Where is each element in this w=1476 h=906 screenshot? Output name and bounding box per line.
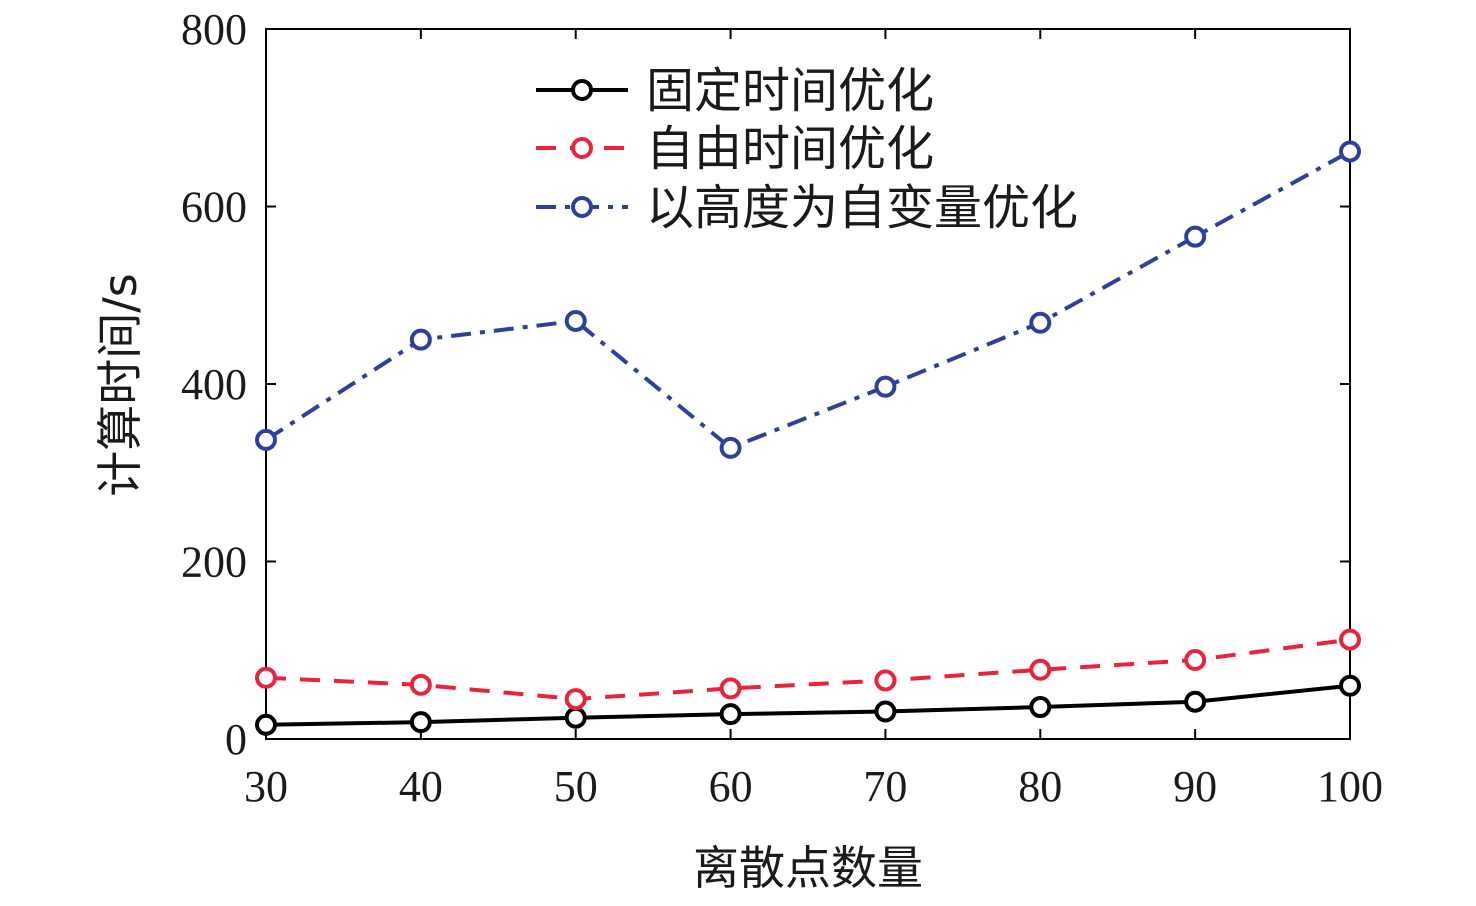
data-point: [719, 703, 742, 726]
series-layer: [255, 140, 1361, 736]
y-tick-label: 200: [181, 538, 247, 587]
y-tick-label: 0: [225, 715, 247, 764]
x-tick-label: 80: [1018, 762, 1062, 811]
x-tick-label: 70: [863, 762, 907, 811]
x-tick-label: 30: [244, 762, 288, 811]
data-point: [255, 713, 277, 736]
y-axis-label: 计算时间/s: [93, 273, 147, 496]
data-point: [1184, 690, 1207, 713]
legend-item-1: 固定时间优化: [536, 63, 934, 119]
data-point: [409, 673, 432, 696]
legend-item-3: 以高度为自变量优化: [536, 180, 1078, 236]
data-point: [1029, 696, 1052, 719]
data-point: [255, 428, 277, 451]
series-line: [264, 149, 1351, 450]
legend-swatch-marker: [571, 137, 593, 159]
data-point: [874, 669, 897, 692]
x-tick-label: 90: [1173, 762, 1217, 811]
series-2: [255, 628, 1361, 711]
legend-label: 以高度为自变量优化: [646, 180, 1078, 236]
data-point: [1029, 658, 1052, 681]
data-point: [564, 309, 587, 332]
legend-swatch-marker: [571, 79, 593, 101]
data-point: [1339, 140, 1361, 163]
legend-item-2: 自由时间优化: [536, 121, 934, 177]
x-tick-label: 60: [709, 762, 753, 811]
x-tick-label: 50: [554, 762, 598, 811]
data-point: [255, 666, 277, 689]
data-point: [874, 375, 897, 398]
data-point: [1339, 628, 1361, 651]
series-3: [255, 140, 1361, 459]
data-point: [564, 706, 587, 729]
legend-swatch-marker: [571, 196, 593, 218]
data-point: [409, 328, 432, 351]
x-tick-label: 40: [399, 762, 443, 811]
data-point: [1184, 649, 1207, 672]
legend-label: 自由时间优化: [646, 121, 934, 177]
y-tick-label: 800: [181, 5, 247, 54]
x-axis-label: 离散点数量: [693, 841, 923, 895]
data-point: [1029, 311, 1052, 334]
data-point: [874, 700, 897, 723]
series-line: [265, 683, 1351, 727]
data-point: [564, 688, 587, 711]
x-tick-label: 100: [1317, 762, 1383, 811]
y-tick-label: 400: [181, 360, 247, 409]
data-point: [1184, 225, 1207, 248]
data-point: [719, 677, 742, 700]
x-axis-ticks: 30 40 50 60 70 80 90 100: [244, 29, 1383, 811]
data-point: [719, 436, 742, 459]
legend-label: 固定时间优化: [646, 63, 934, 119]
y-axis-ticks: 0 200 400 600 800: [181, 5, 1350, 764]
data-point: [1339, 674, 1361, 697]
series-line: [265, 637, 1351, 702]
y-tick-label: 600: [181, 183, 247, 232]
data-point: [409, 711, 432, 734]
